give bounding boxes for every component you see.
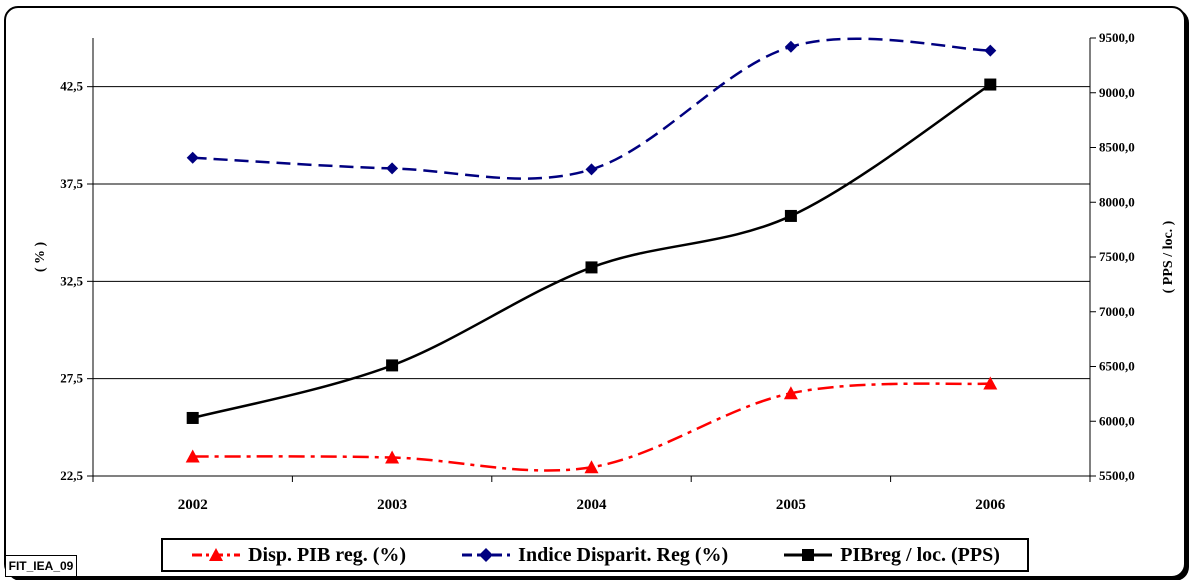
- legend-item-pibreg: PIBreg / loc. (PPS): [782, 544, 1000, 567]
- legend-label-indice-disparit: Indice Disparit. Reg (%): [518, 543, 729, 566]
- series-point-1: [386, 162, 399, 175]
- y-right-tick-label: 6000,0: [1099, 413, 1135, 428]
- x-tick-label: 2006: [975, 497, 1006, 513]
- series-point-1: [585, 163, 598, 176]
- series-point-2: [585, 261, 598, 274]
- legend-swatch-pibreg: [784, 549, 833, 561]
- y-right-title: ( PPS / loc. ): [1161, 220, 1176, 293]
- series-point-1: [784, 40, 797, 53]
- x-tick-label: 2004: [577, 497, 608, 513]
- series-point-0: [385, 450, 400, 464]
- y-right-tick-label: 8500,0: [1099, 140, 1135, 155]
- x-tick-label: 2002: [178, 497, 208, 513]
- chart-legend: Disp. PIB reg. (%) Indice Disparit. Reg …: [161, 538, 1029, 572]
- y-right-tick-label: 8000,0: [1099, 194, 1135, 209]
- series-point-2: [386, 359, 399, 372]
- series-point-1: [186, 151, 199, 164]
- series-point-0: [783, 386, 798, 400]
- y-right-tick-label: 9500,0: [1099, 30, 1135, 45]
- series-point-2: [984, 78, 997, 91]
- legend-label-pibreg: PIBreg / loc. (PPS): [840, 543, 1000, 566]
- plot-area: [93, 38, 1090, 476]
- series-point-0: [983, 376, 998, 390]
- y-right-tick-label: 5500,0: [1099, 468, 1135, 483]
- legend-label-disp-pib: Disp. PIB reg. (%): [248, 543, 407, 566]
- y-left-tick-label: 32,5: [60, 273, 83, 288]
- y-left-title: ( % ): [33, 242, 48, 273]
- x-tick-label: 2005: [776, 497, 806, 513]
- y-left-tick-label: 42,5: [60, 79, 83, 94]
- x-tick-label: 2003: [377, 497, 407, 513]
- y-left-tick-label: 27,5: [60, 371, 83, 386]
- series-point-1: [984, 44, 997, 57]
- series-point-2: [784, 209, 797, 222]
- y-right-tick-label: 7000,0: [1099, 304, 1135, 319]
- legend-swatch-disp-pib: [192, 548, 241, 561]
- legend-swatch-indice-disparit: [462, 548, 511, 562]
- y-left-tick-label: 37,5: [60, 176, 83, 191]
- legend-item-indice-disparit: Indice Disparit. Reg (%): [460, 544, 728, 567]
- legend-item-disp-pib: Disp. PIB reg. (%): [190, 544, 406, 567]
- y-right-tick-label: 9000,0: [1099, 85, 1135, 100]
- y-right-tick-label: 7500,0: [1099, 249, 1135, 264]
- series-point-0: [584, 460, 599, 474]
- series-point-0: [185, 449, 200, 463]
- series-point-2: [186, 411, 199, 424]
- y-left-tick-label: 22,5: [60, 468, 83, 483]
- y-right-tick-label: 6500,0: [1099, 359, 1135, 374]
- figure-code: FIT_IEA_09: [5, 555, 77, 577]
